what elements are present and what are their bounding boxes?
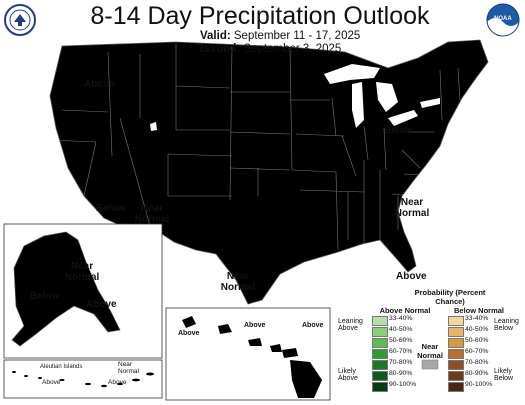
above-legend-label: 70-80%: [389, 359, 413, 366]
above-legend-swatch: [372, 327, 388, 337]
noaa-logo-text: NOAA: [494, 16, 512, 22]
above-legend-row: 33-40%: [372, 315, 434, 326]
below-legend-row: 33-40%: [448, 315, 510, 326]
great-salt-lake: [150, 122, 157, 131]
above-legend-swatch: [372, 349, 388, 359]
label-aleutian-above-2: Above: [108, 379, 127, 386]
above-legend-row: 70-80%: [372, 359, 434, 370]
label-above-west: Above: [84, 79, 115, 90]
page-title: 8-14 Day Precipitation Outlook: [90, 2, 430, 30]
state-boundaries: [50, 44, 461, 251]
lake-erie: [388, 110, 418, 126]
legend-title: Probability (Percent Chance): [414, 288, 486, 306]
legend-near-header: Near Normal: [417, 342, 443, 360]
below-legend-swatch: [448, 349, 464, 359]
hawaii-islands: [182, 316, 298, 358]
label-aleutian-above-1: Above: [42, 379, 61, 386]
below-legend-row: 60-70%: [448, 348, 510, 359]
issued-value: September 3, 2025: [243, 43, 342, 55]
legend-near-normal-swatch: [421, 359, 439, 370]
label-aleutian-title: Aleutian Islands: [40, 364, 83, 370]
above-legend-label: 33-40%: [389, 315, 413, 322]
hawaii-big-island: [290, 360, 322, 398]
label-alaska-below: Below: [30, 291, 60, 302]
label-aleutian-near-normal: Near Normal: [118, 361, 139, 375]
lake-huron: [376, 82, 398, 112]
above-legend-row: 60-70%: [372, 348, 434, 359]
above-legend-label: 40-50%: [389, 326, 413, 333]
below-legend-swatch: [448, 316, 464, 326]
below-legend-label: 40-50%: [465, 326, 489, 333]
below-legend-label: 70-80%: [465, 359, 489, 366]
above-legend-swatch: [372, 338, 388, 348]
lake-superior: [324, 64, 380, 84]
valid-value: September 11 - 17, 2025: [233, 30, 361, 42]
alaska-outline: [11, 231, 121, 347]
lake-michigan: [352, 82, 364, 128]
above-legend-swatch: [372, 316, 388, 326]
above-legend-row: 80-90%: [372, 370, 434, 381]
below-legend-swatch: [448, 327, 464, 337]
below-legend-row: 50-60%: [448, 337, 510, 348]
legend-likely-above: Likely Above: [338, 368, 358, 383]
above-legend-label: 50-60%: [389, 337, 413, 344]
below-legend-label: 33-40%: [465, 315, 489, 322]
legend-leaning-above: Leaning Above: [338, 318, 363, 333]
aleutian-islands: [12, 371, 154, 388]
above-legend-swatch: [372, 360, 388, 370]
below-legend-swatch: [448, 382, 464, 392]
below-legend-swatch: [448, 371, 464, 381]
noaa-logo-icon: [486, 3, 520, 37]
noaa-doc-seal-icon: [4, 4, 36, 36]
below-legend-label: 80-90%: [465, 370, 489, 377]
label-alaska-above: Above: [86, 299, 117, 310]
above-legend-row: 50-60%: [372, 337, 434, 348]
issued-label: Issued:: [200, 43, 241, 55]
legend-above-header: Above Normal: [379, 306, 431, 315]
below-legend-swatch: [448, 338, 464, 348]
below-legend-row: 70-80%: [448, 359, 510, 370]
label-hawaii-above-1: Above: [178, 330, 200, 337]
below-legend-row: 40-50%: [448, 326, 510, 337]
below-legend-label: 50-60%: [465, 337, 489, 344]
label-alaska-near-normal: Near Normal: [64, 261, 100, 283]
lake-ontario: [420, 98, 440, 108]
label-near-normal-texas: Near Normal: [220, 271, 256, 293]
legend-below-header: Below Normal: [453, 306, 504, 315]
valid-dates: Valid: September 11 - 17, 2025: [200, 30, 360, 42]
label-above-florida: Above: [396, 271, 427, 282]
above-legend-row: 90-100%: [372, 381, 434, 392]
valid-label: Valid:: [200, 30, 231, 42]
below-legend-row: 80-90%: [448, 370, 510, 381]
label-below-southwest: Below: [96, 203, 126, 214]
label-below-great-lakes: Below: [384, 125, 414, 136]
above-legend-swatch: [372, 371, 388, 381]
label-hawaii-above-3: Above: [302, 322, 324, 329]
alaska-above-region: [80, 284, 120, 336]
below-legend-label: 90-100%: [465, 381, 493, 388]
above-legend-label: 60-70%: [389, 348, 413, 355]
above-40-50-north-region: [50, 40, 300, 148]
issued-date: Issued: September 3, 2025: [200, 43, 341, 55]
label-hawaii-above-2: Above: [244, 322, 266, 329]
below-legend-swatch: [448, 360, 464, 370]
above-legend-label: 90-100%: [389, 381, 417, 388]
label-near-normal-southwest: Near Normal: [134, 203, 170, 225]
above-legend-row: 40-50%: [372, 326, 434, 337]
label-near-normal-southeast: Near Normal: [394, 197, 430, 219]
legend-leaning-below: Leaning Below: [494, 318, 519, 333]
legend-likely-below: Likely Below: [494, 368, 514, 383]
above-legend-label: 80-90%: [389, 370, 413, 377]
below-legend-label: 60-70%: [465, 348, 489, 355]
below-legend-row: 90-100%: [448, 381, 510, 392]
above-legend-swatch: [372, 382, 388, 392]
